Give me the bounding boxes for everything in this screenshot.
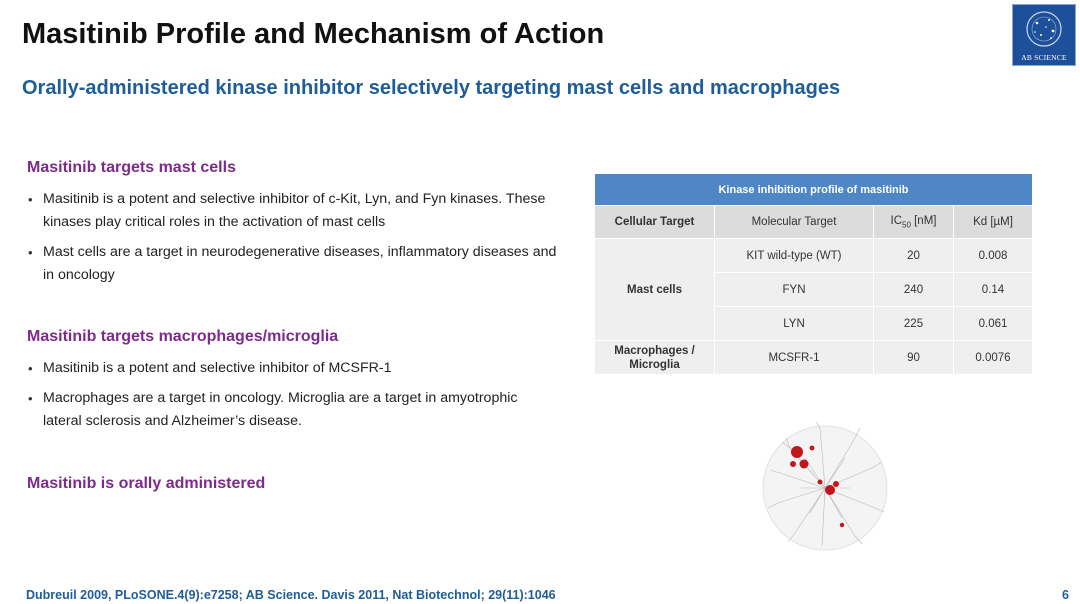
kinome-tree-image [760, 418, 890, 558]
header-molecular-target: Molecular Target [714, 205, 874, 239]
cell-molecular-target: FYN [714, 272, 874, 307]
bullet-item: Mast cells are a target in neurodegenera… [27, 241, 557, 287]
logo-text: AB SCIENCE [1021, 53, 1067, 62]
footer-references: Dubreuil 2009, PLoSONE.4(9):e7258; AB Sc… [26, 588, 556, 602]
cell-ic50: 20 [873, 238, 954, 273]
header-cellular-target: Cellular Target [594, 205, 715, 239]
section-heading-mast-cells: Masitinib targets mast cells [27, 159, 236, 176]
page-title: Masitinib Profile and Mechanism of Actio… [22, 18, 605, 50]
cell-ic50: 225 [873, 306, 954, 341]
cell-ic50: 240 [873, 272, 954, 307]
cell-kd: 0.008 [953, 238, 1033, 273]
header-kd: Kd [µM] [953, 205, 1033, 239]
table-row: Mast cells KIT wild-type (WT) 20 0.008 [594, 238, 1033, 341]
table-caption: Kinase inhibition profile of masitinib [594, 173, 1033, 206]
bullet-list-mast-cells: Masitinib is a potent and selective inhi… [27, 188, 557, 294]
page-subtitle: Orally-administered kinase inhibitor sel… [22, 77, 841, 99]
cell-kd: 0.0076 [953, 340, 1033, 375]
section-heading-macrophages: Masitinib targets macrophages/microglia [27, 328, 339, 345]
kinase-inhibition-table: Kinase inhibition profile of masitinib C… [594, 173, 1033, 375]
bullet-item: Masitinib is a potent and selective inhi… [27, 188, 557, 234]
bullet-item: Masitinib is a potent and selective inhi… [27, 357, 557, 380]
cell-ic50: 90 [873, 340, 954, 375]
cell-molecular-target: LYN [714, 306, 874, 341]
table-row: Macrophages / Microglia MCSFR-1 90 0.007… [594, 340, 1033, 375]
bullet-item: Macrophages are a target in oncology. Mi… [27, 387, 557, 433]
ab-science-logo: AB SCIENCE [1012, 4, 1076, 66]
bullet-list-macrophages: Masitinib is a potent and selective inhi… [27, 357, 557, 440]
table-row: FYN 240 0.14 [595, 272, 1033, 307]
cell-kd: 0.14 [953, 272, 1033, 307]
logo-orbit-icon [1026, 11, 1062, 47]
table-header-row: Cellular Target Molecular Target IC50 [n… [594, 205, 1033, 239]
cell-kd: 0.061 [953, 306, 1033, 341]
cell-cellular-target: Macrophages / Microglia [594, 340, 715, 375]
table-row: LYN 225 0.061 [595, 306, 1033, 341]
page-number: 6 [1062, 588, 1069, 602]
section-heading-oral: Masitinib is orally administered [27, 475, 266, 492]
kinome-tree-icon [762, 421, 888, 551]
cell-cellular-target: Mast cells [594, 238, 715, 341]
header-ic50: IC50 [nM] [873, 205, 954, 239]
cell-molecular-target: KIT wild-type (WT) [714, 238, 874, 273]
cell-molecular-target: MCSFR-1 [714, 340, 874, 375]
